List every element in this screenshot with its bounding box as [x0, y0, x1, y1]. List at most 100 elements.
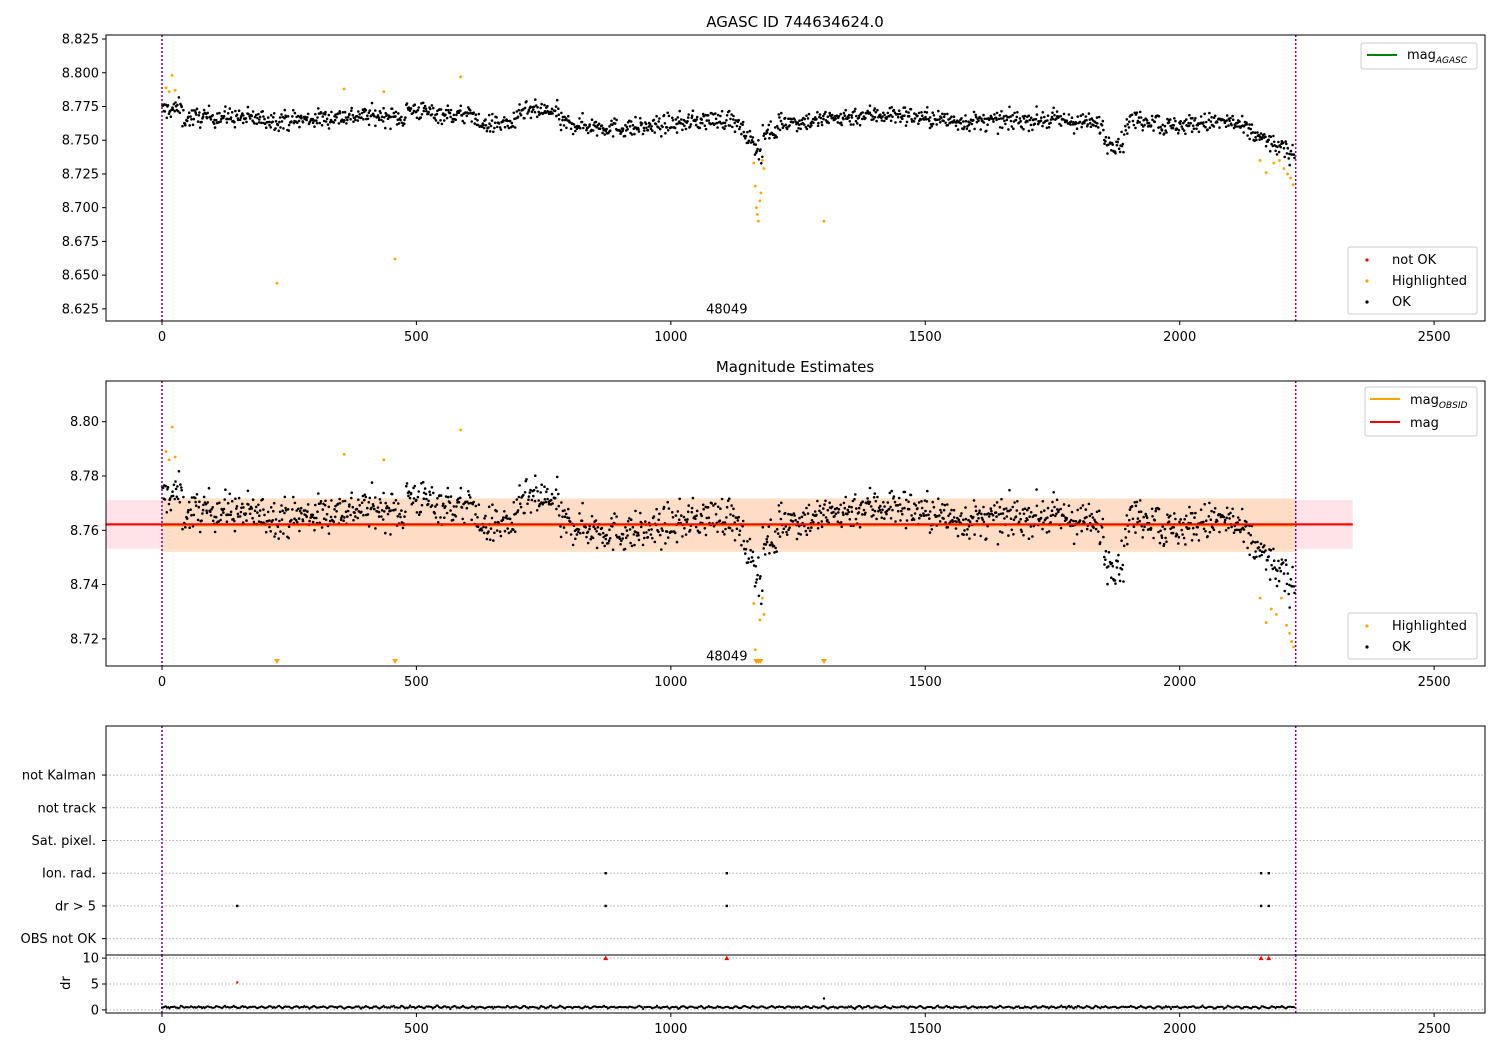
ok-point-middle [269, 506, 273, 509]
ok-point-top [1062, 112, 1066, 116]
ok-point-middle [859, 503, 862, 507]
ok-point-middle [714, 502, 717, 506]
ok-point-top [559, 128, 563, 132]
legend-mag: mag [1410, 416, 1439, 431]
ok-point-middle [175, 495, 179, 499]
dr-point [1163, 1006, 1166, 1009]
ok-point-middle [840, 525, 843, 529]
ok-point-top [370, 101, 374, 105]
ok-point-middle [756, 573, 759, 577]
ok-point-top [762, 134, 765, 138]
ok-point-top [1015, 115, 1019, 119]
ok-point-middle [923, 499, 927, 502]
ok-point-middle [1043, 509, 1046, 512]
ok-point-top [1197, 130, 1201, 134]
ok-point-middle [826, 508, 830, 512]
ok-point-middle [1179, 518, 1182, 521]
ok-point-middle [398, 512, 401, 516]
ok-point-middle [1104, 558, 1107, 561]
top-ytick-1: 8.650 [62, 269, 99, 284]
ok-point-middle [373, 507, 376, 511]
ok-point-top [854, 107, 857, 111]
ok-point-middle [1067, 504, 1071, 508]
ok-point-top [430, 113, 434, 116]
ok-point-top [498, 126, 502, 129]
ok-point-top [1218, 126, 1221, 129]
ok-point-middle [313, 516, 316, 520]
ok-point-middle [180, 486, 183, 489]
ok-point-top [1027, 129, 1031, 133]
ok-point-top [1283, 155, 1286, 159]
ok-point-top [1001, 117, 1005, 120]
ok-point-top [629, 120, 633, 123]
ok-point-middle [1103, 555, 1106, 559]
ok-point-middle [807, 526, 810, 530]
ok-point-middle [1098, 541, 1102, 544]
ok-point-middle [377, 510, 381, 514]
ok-point-top [476, 123, 480, 127]
highlighted-point-top [342, 87, 346, 91]
ok-point-middle [787, 512, 790, 516]
dr-xtick-1500: 1500 [909, 1022, 942, 1037]
ok-point-middle [927, 513, 930, 517]
ok-point-top [1039, 119, 1043, 122]
ok-point-top [1151, 118, 1154, 122]
ok-point-top [315, 119, 318, 122]
ok-point-middle [237, 496, 241, 500]
ok-point-middle [1003, 517, 1006, 520]
ok-point-top [705, 119, 709, 122]
highlighted-point-middle [167, 458, 171, 462]
ok-point-top [1167, 121, 1171, 124]
ok-point-middle [1250, 524, 1254, 528]
ok-point-top [1050, 115, 1054, 119]
ok-point-middle [446, 486, 450, 490]
ok-point-middle [652, 515, 656, 518]
ok-point-middle [1163, 527, 1167, 531]
ok-point-top [454, 118, 458, 122]
ok-point-top [842, 117, 845, 121]
ok-point-top [330, 110, 333, 114]
ok-point-top [751, 136, 755, 139]
ok-point-top [526, 112, 529, 115]
ok-point-middle [1095, 510, 1099, 514]
highlighted-point-top [755, 213, 759, 216]
dr-points [160, 955, 1296, 1011]
ok-point-middle [698, 531, 702, 534]
highlighted-points-middle [106, 425, 1353, 664]
ok-point-middle [567, 516, 571, 520]
ok-point-middle [1223, 518, 1227, 522]
ok-point-middle [327, 505, 331, 509]
ok-point-middle [937, 497, 940, 501]
ok-point-middle [1196, 525, 1199, 529]
ok-point-middle [1249, 533, 1252, 537]
ok-point-middle [1280, 558, 1284, 561]
ok-point-top [994, 116, 998, 120]
ok-point-middle [1002, 507, 1006, 511]
ok-point-top [1072, 132, 1076, 135]
ok-point-middle [1010, 528, 1014, 532]
ok-point-middle [201, 508, 205, 512]
ok-point-middle [818, 509, 821, 513]
ok-point-top [807, 124, 810, 127]
ok-point-middle [1083, 521, 1086, 524]
ok-point-middle [857, 506, 861, 510]
ok-point-top [553, 109, 557, 113]
ok-point-middle [1024, 519, 1027, 523]
ok-point-top [1279, 145, 1282, 149]
ok-point-middle [1268, 578, 1272, 581]
ok-point-middle [832, 510, 835, 514]
ok-point-top [1288, 163, 1291, 167]
ok-point-top [642, 126, 646, 130]
ok-point-top [1179, 120, 1182, 123]
ok-point-middle [994, 511, 998, 514]
ok-point-top [1103, 142, 1106, 145]
ok-point-top [523, 106, 527, 110]
ok-point-middle [1253, 541, 1257, 544]
ok-point-top [196, 120, 200, 123]
ok-point-top [1210, 115, 1213, 119]
ok-point-top [591, 129, 595, 132]
ok-point-middle [1256, 540, 1259, 544]
ok-point-top [562, 124, 566, 127]
ok-point-middle [968, 537, 971, 540]
ok-point-top [461, 119, 465, 123]
